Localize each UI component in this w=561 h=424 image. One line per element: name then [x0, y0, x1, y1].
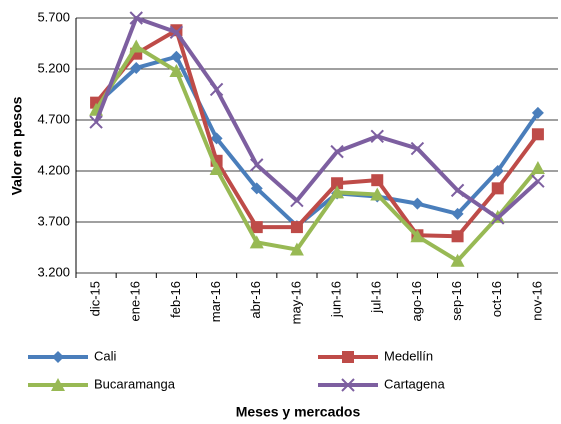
- marker: [451, 207, 464, 220]
- marker: [491, 182, 504, 195]
- x-tick-label: feb-16: [168, 281, 183, 318]
- marker: [130, 61, 143, 74]
- marker: [531, 174, 545, 188]
- y-tick-label: 4.700: [37, 111, 70, 126]
- y-tick-label: 5.200: [37, 60, 70, 75]
- marker: [290, 221, 303, 234]
- marker: [250, 182, 263, 195]
- marker: [410, 141, 425, 156]
- series-line: [94, 54, 540, 229]
- x-tick-label: mar-16: [208, 281, 223, 322]
- marker: [209, 161, 224, 175]
- marker: [330, 185, 345, 199]
- marker: [331, 177, 344, 190]
- marker: [129, 39, 144, 53]
- marker: [531, 106, 544, 119]
- marker: [129, 11, 143, 25]
- marker: [450, 253, 465, 267]
- x-tick-label: jul-16: [369, 281, 384, 314]
- marker: [250, 221, 263, 234]
- x-tick-label: may-16: [288, 281, 303, 324]
- y-axis-label: Valor en pesos: [9, 96, 25, 195]
- y-tick-label: 3.200: [37, 264, 70, 279]
- x-axis-label: Meses y mercados: [236, 404, 361, 420]
- marker: [341, 378, 355, 392]
- series-line: [94, 44, 540, 263]
- marker: [411, 197, 424, 210]
- marker: [330, 144, 344, 159]
- legend-label: Cali: [94, 348, 117, 363]
- y-tick-label: 5.700: [37, 9, 70, 24]
- marker: [250, 158, 264, 172]
- legend-label: Bucaramanga: [94, 376, 176, 391]
- x-tick-label: nov-16: [529, 281, 544, 321]
- x-tick-label: ago-16: [409, 281, 424, 321]
- marker: [210, 132, 223, 145]
- marker: [290, 193, 304, 208]
- marker: [530, 160, 545, 174]
- marker: [52, 351, 64, 363]
- marker: [410, 229, 425, 243]
- y-tick-label: 4.200: [37, 162, 70, 177]
- y-tick-label: 3.700: [37, 213, 70, 228]
- marker: [371, 174, 384, 187]
- marker: [169, 64, 184, 78]
- x-tick-label: dic-15: [88, 281, 103, 316]
- series-line: [94, 16, 540, 220]
- marker: [451, 230, 464, 243]
- x-tick-label: abr-16: [248, 281, 263, 319]
- marker: [491, 165, 504, 177]
- legend-label: Cartagena: [384, 376, 445, 391]
- marker: [342, 351, 354, 363]
- marker: [491, 211, 505, 225]
- marker: [249, 235, 264, 249]
- marker: [289, 242, 304, 256]
- marker: [450, 183, 465, 198]
- x-tick-label: ene-16: [128, 281, 143, 321]
- marker: [169, 25, 184, 39]
- marker: [531, 128, 544, 141]
- x-tick-label: sep-16: [449, 281, 464, 321]
- marker: [51, 378, 65, 391]
- marker: [370, 129, 384, 144]
- marker: [170, 50, 183, 63]
- x-tick-label: oct-16: [489, 281, 504, 317]
- x-tick-label: jun-16: [329, 281, 344, 318]
- legend-label: Medellín: [384, 348, 433, 363]
- marker: [209, 82, 224, 97]
- series-line: [94, 28, 540, 239]
- marker: [370, 187, 385, 201]
- marker: [89, 115, 103, 129]
